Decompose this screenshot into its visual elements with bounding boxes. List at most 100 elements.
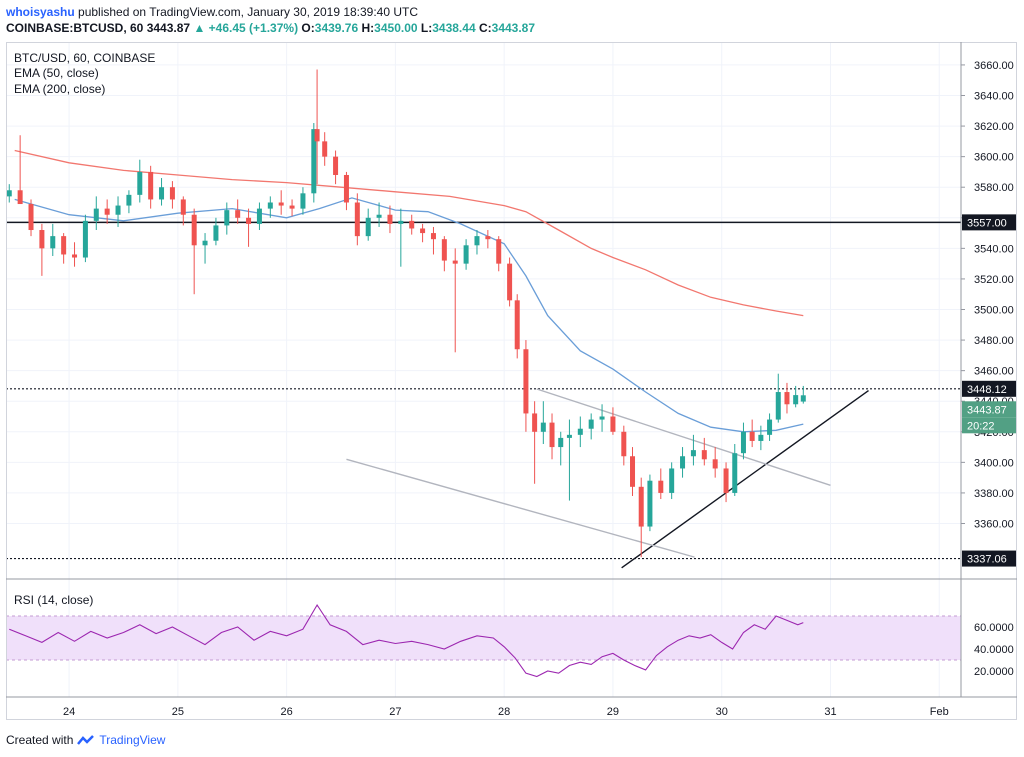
time-tick-label: 27 (389, 706, 401, 718)
candle-body (180, 199, 186, 215)
rsi-tick-label: 40.0000 (974, 644, 1014, 656)
symbol-label: COINBASE:BTCUSD, 60 (6, 21, 144, 35)
price-chart[interactable]: 3360.003380.003400.003420.003440.003460.… (6, 42, 1017, 720)
countdown-label: 20:22 (967, 420, 995, 432)
candle-body (588, 419, 594, 429)
candle-body (621, 431, 627, 457)
candle-body (514, 300, 520, 350)
last-price: 3443.87 (146, 21, 191, 35)
last-price-label: 3443.87 (967, 404, 1007, 416)
candle-body (463, 245, 469, 264)
resistance-price-label: 3557.00 (967, 217, 1007, 229)
candle-body (202, 240, 208, 246)
dotted-high-price-label-bg (962, 380, 1016, 397)
candle-body (599, 416, 605, 420)
candle-body (658, 480, 664, 493)
candle-body (137, 171, 143, 195)
candle-body (430, 233, 436, 240)
candle-body (507, 263, 513, 301)
price-tick-label: 3500.00 (974, 305, 1014, 317)
candle-body (485, 236, 491, 240)
close-label: C: (478, 21, 492, 35)
footer-brand-link[interactable]: TradingView (99, 733, 166, 747)
candle-body (732, 453, 738, 493)
candle-body (784, 392, 790, 405)
candle-body (690, 450, 696, 457)
candle-body (800, 395, 806, 402)
legend-symbol: BTC/USD, 60, COINBASE (14, 51, 155, 65)
candle-body (191, 214, 197, 246)
change-arrow-icon: ▲ (193, 21, 206, 35)
candle-body (680, 456, 686, 469)
rsi-tick-label: 60.0000 (974, 622, 1014, 634)
candle-body (669, 468, 675, 493)
candle-body (723, 468, 729, 493)
candle-body (365, 217, 371, 237)
candle-body (314, 129, 320, 142)
legend-ema50: EMA (50, close) (14, 66, 99, 80)
time-tick-label: 25 (172, 706, 184, 718)
candle-body (289, 205, 295, 209)
ema50-line (14, 197, 804, 433)
price-tick-label: 3660.00 (974, 60, 1014, 72)
candle-body (749, 431, 755, 441)
countdown-label-bg (962, 417, 1016, 434)
candle-body (224, 210, 230, 226)
symbol-ohlc-bar: COINBASE:BTCUSD, 60 3443.87 ▲ +46.45 (+1… (6, 21, 535, 35)
candle-body (775, 392, 781, 420)
footer: Created with TradingView (6, 733, 165, 747)
dotted-high-price-label: 3448.12 (967, 384, 1007, 396)
candle-body (61, 236, 67, 255)
trendline (346, 458, 695, 558)
candle-body (701, 450, 707, 460)
price-tick-label: 3360.00 (974, 519, 1014, 531)
candle-body (610, 416, 616, 432)
price-tick-label: 3600.00 (974, 152, 1014, 164)
chart-border (6, 42, 1017, 720)
price-tick-label: 3520.00 (974, 274, 1014, 286)
chart-container[interactable]: 3360.003380.003400.003420.003440.003460.… (6, 42, 1017, 720)
candle-body (115, 205, 121, 215)
resistance-price-label-bg (962, 214, 1016, 231)
price-tick-label: 3620.00 (974, 121, 1014, 133)
time-tick-label: 31 (824, 706, 836, 718)
rsi-line (9, 603, 804, 678)
author-link[interactable]: whoisyashu (6, 5, 75, 19)
candle-body (148, 171, 154, 200)
open-label: O: (301, 21, 315, 35)
candle-body (712, 459, 718, 469)
candle-body (82, 220, 88, 258)
time-tick-label: 24 (63, 706, 75, 718)
time-tick-label: 28 (498, 706, 510, 718)
candle-body (647, 480, 653, 527)
candle-body (758, 434, 764, 441)
candle-body (740, 431, 746, 454)
candle-body (126, 194, 132, 206)
candle-body (496, 239, 502, 264)
legend-ema200: EMA (200, close) (14, 82, 105, 96)
candle-body (6, 190, 12, 197)
candle-body (540, 422, 546, 432)
candle-body (638, 486, 644, 527)
candle-body (246, 217, 252, 224)
candle-body (767, 419, 773, 435)
rsi-band (6, 616, 961, 660)
candle-body (474, 236, 480, 246)
time-tick-label: 26 (281, 706, 293, 718)
candle-body (104, 208, 110, 215)
candle-body (28, 204, 34, 231)
candle-body (159, 187, 165, 200)
candle-body (39, 230, 45, 249)
candle-body (532, 413, 538, 432)
candle-body (409, 220, 415, 229)
candle-body (354, 202, 360, 237)
candle-body (322, 141, 328, 157)
price-tick-label: 3460.00 (974, 366, 1014, 378)
time-tick-label: Feb (930, 706, 949, 718)
tradingview-logo-icon (77, 735, 95, 745)
dotted-low-price-label-bg (962, 550, 1016, 567)
candle-body (452, 260, 458, 264)
candle-body (343, 174, 349, 203)
candle-body (558, 437, 564, 448)
candle-body (441, 239, 447, 261)
